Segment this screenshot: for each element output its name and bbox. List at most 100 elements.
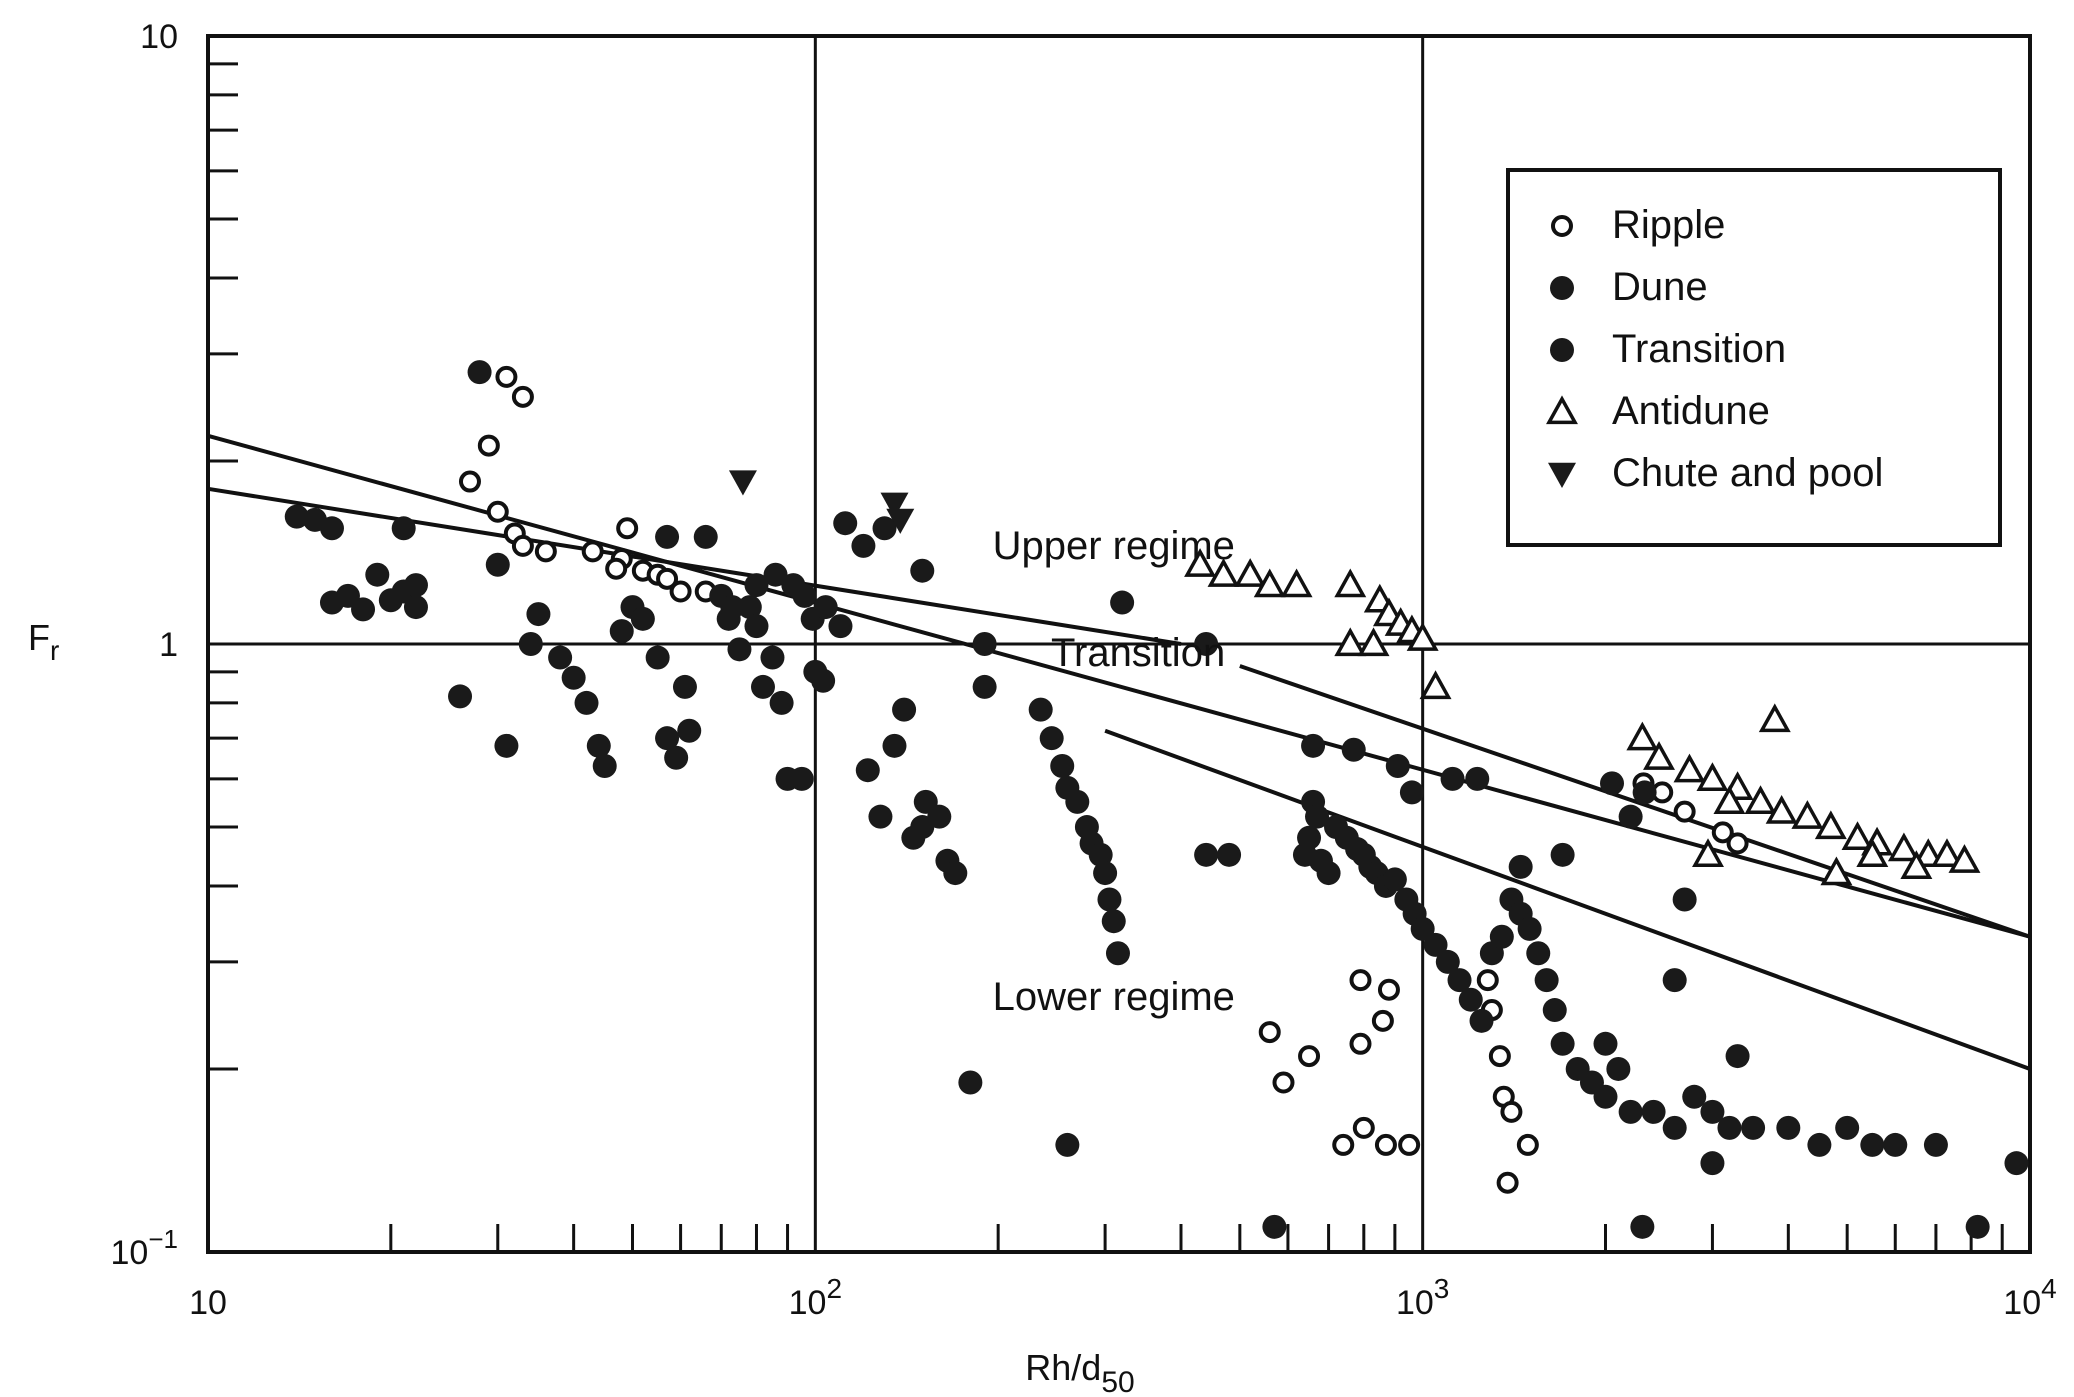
transition-point <box>1440 766 1465 791</box>
dune-point <box>448 684 473 709</box>
dune-point <box>403 595 428 620</box>
dune-point <box>1039 726 1064 751</box>
ripple-point <box>1332 1133 1355 1156</box>
dune-point <box>672 674 697 699</box>
dune-point <box>1641 1099 1666 1124</box>
series-chute-and-pool <box>728 470 915 534</box>
legend-item-antidune: Antidune <box>1546 389 1770 433</box>
antidune-point <box>1334 568 1367 598</box>
ripple-point <box>669 580 692 603</box>
boundary-lines <box>207 433 2031 1071</box>
dune-point <box>1489 924 1514 949</box>
dune-point <box>1305 804 1330 829</box>
dune-point <box>548 645 573 670</box>
dune-point <box>526 602 551 627</box>
transition-point <box>910 558 935 583</box>
antidune-point <box>1643 741 1675 770</box>
dune-point <box>892 697 917 722</box>
dune-point <box>1593 1031 1618 1056</box>
dune-point <box>1410 916 1435 941</box>
dune-point <box>769 690 794 715</box>
dune-point <box>972 674 997 699</box>
dune-point <box>1682 1084 1707 1109</box>
dune-point <box>727 637 752 662</box>
dune-point <box>1517 916 1542 941</box>
legend-label: Ripple <box>1612 203 1725 247</box>
dune-point <box>1550 1031 1575 1056</box>
x-tick-label: 104 <box>2003 1273 2056 1322</box>
ripple-point <box>1488 1045 1511 1068</box>
regime-boundary-line <box>207 433 2031 939</box>
ripple-point <box>1352 1116 1375 1139</box>
legend-marker-transition <box>1550 338 1574 362</box>
antidune-point <box>1948 844 1981 873</box>
dune-point <box>1672 887 1697 912</box>
dune-point <box>1807 1132 1832 1157</box>
antidune-point <box>1791 800 1824 829</box>
dune-point <box>645 645 670 670</box>
antidune-point <box>1744 785 1777 815</box>
dune-point <box>1423 932 1448 957</box>
dune-point <box>1883 1132 1908 1157</box>
legend-box <box>1506 168 2002 547</box>
series-dune <box>284 360 2029 1239</box>
antidune-point <box>1931 838 1963 867</box>
dune-point <box>1105 941 1130 966</box>
dune-point <box>1028 697 1053 722</box>
ripple-point <box>656 567 679 590</box>
antidune-point <box>1406 622 1439 651</box>
dune-point <box>1923 1132 1948 1157</box>
dune-point <box>1965 1214 1990 1239</box>
transition-point <box>833 511 858 536</box>
antidune-point <box>1626 721 1659 751</box>
legend-label: Antidune <box>1612 389 1770 433</box>
ripple-point <box>1272 1071 1295 1094</box>
ripple-point <box>477 434 500 457</box>
ripple-point <box>486 500 509 523</box>
antidune-point <box>1696 762 1729 792</box>
y-tick-base: 10 <box>111 1234 149 1272</box>
transition-point <box>813 595 838 620</box>
transition-point <box>872 516 897 541</box>
dune-point <box>365 562 390 587</box>
transition-point <box>1341 737 1366 762</box>
dune-point <box>1717 1115 1742 1140</box>
x-tick-base: 10 <box>789 1284 827 1322</box>
y-tick-base: 10 <box>140 18 178 56</box>
dune-point <box>1725 1044 1750 1069</box>
antidune-point <box>1841 821 1874 850</box>
dune-point <box>737 595 762 620</box>
x-tick-exponent: 3 <box>1434 1273 1450 1304</box>
ripple-point <box>616 517 639 540</box>
regime-label: Upper regime <box>993 524 1235 568</box>
dune-point <box>760 645 785 670</box>
transition-point <box>851 533 876 558</box>
dune-point <box>1382 867 1407 892</box>
transition-point <box>763 562 788 587</box>
regime-boundary-line <box>207 486 1182 646</box>
y-tick-base: 1 <box>159 626 178 664</box>
ripple-point <box>511 534 534 557</box>
ripple-point <box>495 365 518 388</box>
dune-point <box>592 754 617 779</box>
dune-point <box>1534 968 1559 993</box>
dune-point <box>882 733 907 758</box>
dune-point <box>574 690 599 715</box>
transition-point <box>1385 754 1410 779</box>
antidune-point <box>1673 753 1706 783</box>
x-tick-label: 10 <box>189 1284 227 1322</box>
dune-point <box>1399 780 1424 805</box>
dune-point <box>1776 1115 1801 1140</box>
transition-point <box>655 524 680 549</box>
x-tick-base: 10 <box>2003 1284 2041 1322</box>
x-axis-title-main: Rh/d <box>1025 1347 1101 1388</box>
transition-point <box>792 583 817 608</box>
ripple-point <box>1726 832 1749 855</box>
dune-point <box>1860 1132 1885 1157</box>
dune-point <box>1217 842 1242 867</box>
dune-point <box>655 726 680 751</box>
dune-point <box>1194 842 1219 867</box>
legend-marker-chute-and-pool <box>1548 462 1576 488</box>
dune-point <box>1469 1008 1494 1033</box>
